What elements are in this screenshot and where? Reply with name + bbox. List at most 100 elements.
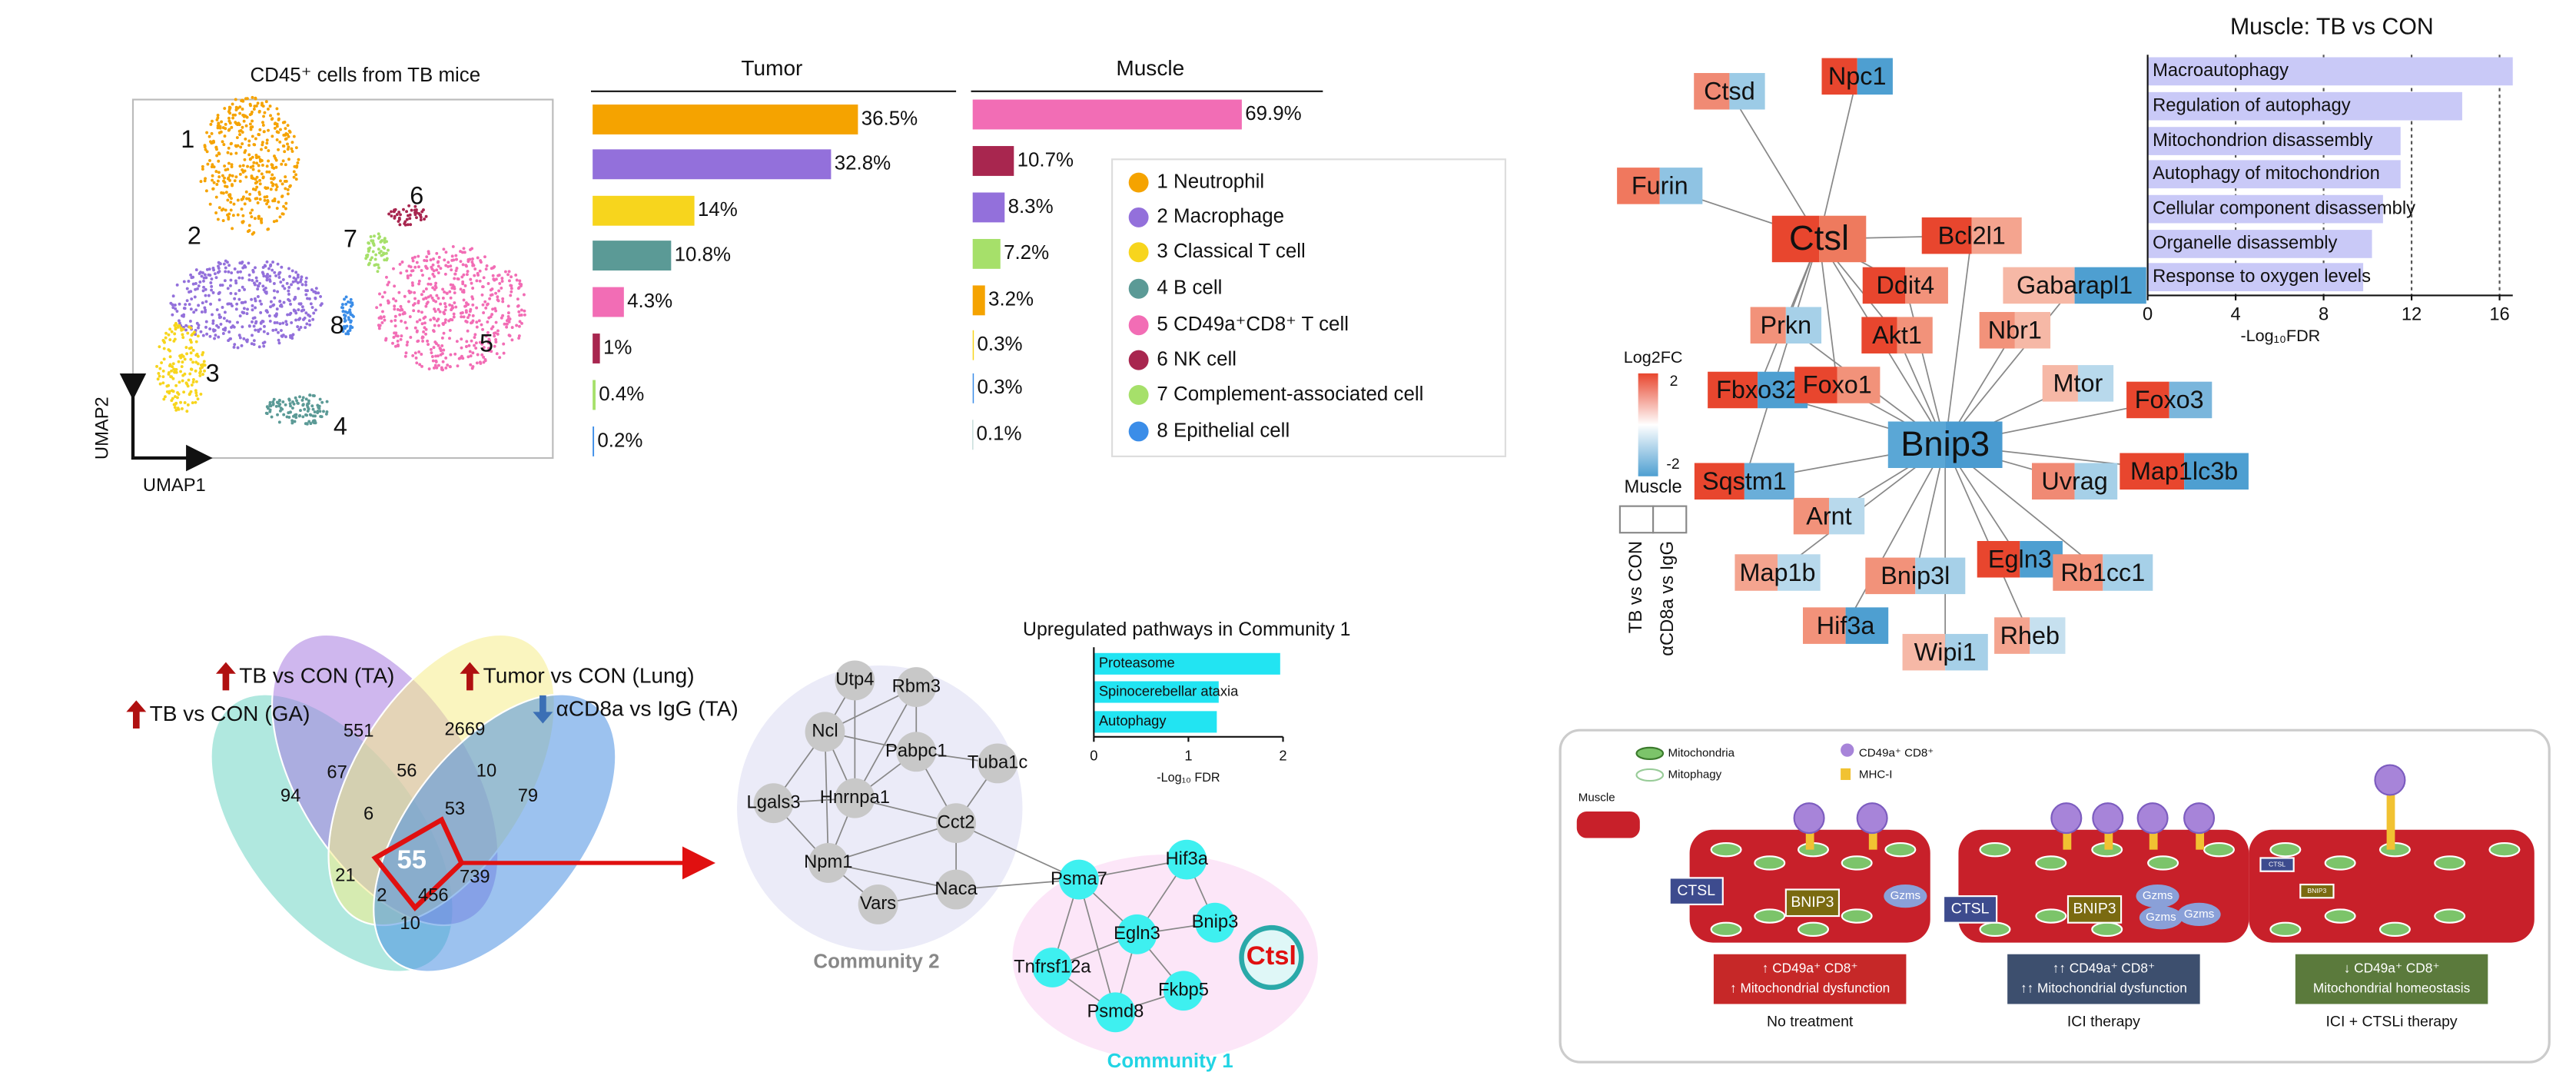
umap-cell — [404, 351, 408, 355]
umap-cell — [274, 274, 278, 277]
umap-cell — [184, 346, 188, 350]
umap-cell — [478, 340, 482, 344]
umap-cell — [405, 210, 409, 214]
umap-cell — [411, 259, 415, 263]
umap-cell — [245, 312, 249, 316]
umap-cell — [294, 295, 297, 299]
umap-cell — [212, 329, 216, 333]
node-label: Arnt — [1806, 502, 1851, 529]
umap-cell — [421, 274, 424, 277]
umap-cell — [317, 407, 321, 410]
umap-cell — [255, 185, 259, 189]
umap-cell — [403, 320, 407, 324]
umap-cell — [377, 327, 381, 330]
umap-cell — [241, 168, 244, 171]
mitochondrion — [2434, 855, 2466, 871]
umap-cell — [181, 360, 184, 364]
arrow-icon — [126, 700, 147, 729]
umap-cell — [268, 280, 272, 283]
umap-cell — [487, 337, 491, 341]
umap-cell — [503, 322, 506, 326]
node-half — [1887, 421, 1946, 468]
node-half — [1902, 633, 1946, 671]
umap-cell — [262, 130, 266, 134]
umap-cell — [239, 270, 242, 274]
umap-cell — [232, 202, 236, 206]
umap-cell — [262, 115, 265, 118]
umap-cell — [291, 280, 295, 284]
umap-cell — [250, 342, 254, 346]
umap-cell — [475, 325, 479, 329]
umap-cell — [186, 403, 190, 407]
umap-cell — [243, 287, 246, 291]
umap-cell — [234, 281, 238, 285]
umap-cell — [377, 232, 380, 236]
umap-cell — [267, 149, 271, 153]
umap-cell — [264, 100, 268, 104]
umap-cell — [314, 308, 317, 312]
value-label: 36.5% — [861, 108, 918, 129]
umap-cell — [443, 320, 447, 324]
umap-cell — [229, 337, 232, 340]
umap-cell — [311, 407, 315, 411]
node-label: Hif3a — [1817, 612, 1875, 639]
umap-cell — [277, 148, 280, 151]
umap-cell — [181, 373, 185, 377]
umap-cell — [475, 361, 479, 365]
umap-cell — [217, 290, 221, 294]
umap-cell — [378, 235, 382, 238]
umap-cell — [261, 284, 265, 288]
umap-cell — [171, 390, 175, 393]
umap-cell — [251, 119, 254, 123]
umap-cell — [201, 271, 204, 274]
legend-cell — [1618, 505, 1655, 534]
umap-cell — [481, 327, 485, 331]
umap-cell — [211, 119, 214, 123]
bar — [593, 426, 595, 456]
umap-cell — [204, 189, 208, 193]
umap-cell — [227, 119, 231, 123]
umap-cell — [191, 378, 195, 381]
umap-cell — [510, 326, 514, 330]
umap-cell — [424, 214, 428, 218]
umap-cell — [227, 339, 231, 343]
label-box — [2136, 885, 2179, 908]
mhc — [1805, 831, 1814, 850]
bar — [972, 238, 1001, 269]
umap-cell — [191, 380, 195, 384]
umap-cell — [220, 120, 224, 124]
umap-cell — [189, 273, 193, 277]
umap-cell — [274, 121, 277, 125]
venn-count: 67 — [327, 762, 347, 783]
umap-cell — [190, 383, 194, 387]
umap-cell — [190, 297, 194, 300]
umap-cell — [373, 257, 377, 261]
umap-cell — [510, 290, 513, 294]
network-edge — [1844, 444, 1946, 626]
umap-cell — [288, 274, 292, 278]
umap-cell — [297, 287, 300, 290]
umap-cell — [233, 179, 237, 183]
icon — [1635, 746, 1665, 761]
legend-box — [1111, 158, 1506, 457]
umap-cell — [276, 262, 280, 266]
umap-cell — [424, 304, 428, 308]
bar — [972, 192, 1005, 223]
node-half — [1979, 311, 2015, 349]
umap-cell — [394, 299, 398, 303]
label-box — [2139, 906, 2183, 930]
umap-cell — [257, 330, 261, 334]
umap-cell — [269, 305, 272, 309]
umap-cell — [243, 158, 247, 161]
umap-cell — [261, 141, 264, 144]
umap-cell — [271, 328, 275, 332]
umap-cell — [296, 275, 300, 279]
umap-cell — [437, 344, 440, 347]
umap-cell — [225, 261, 229, 264]
umap-cell — [194, 308, 198, 312]
umap-cell — [261, 270, 264, 274]
umap-cell — [221, 174, 224, 178]
umap-cell — [215, 118, 219, 121]
umap-cell — [423, 258, 427, 262]
mhc — [2386, 793, 2395, 850]
